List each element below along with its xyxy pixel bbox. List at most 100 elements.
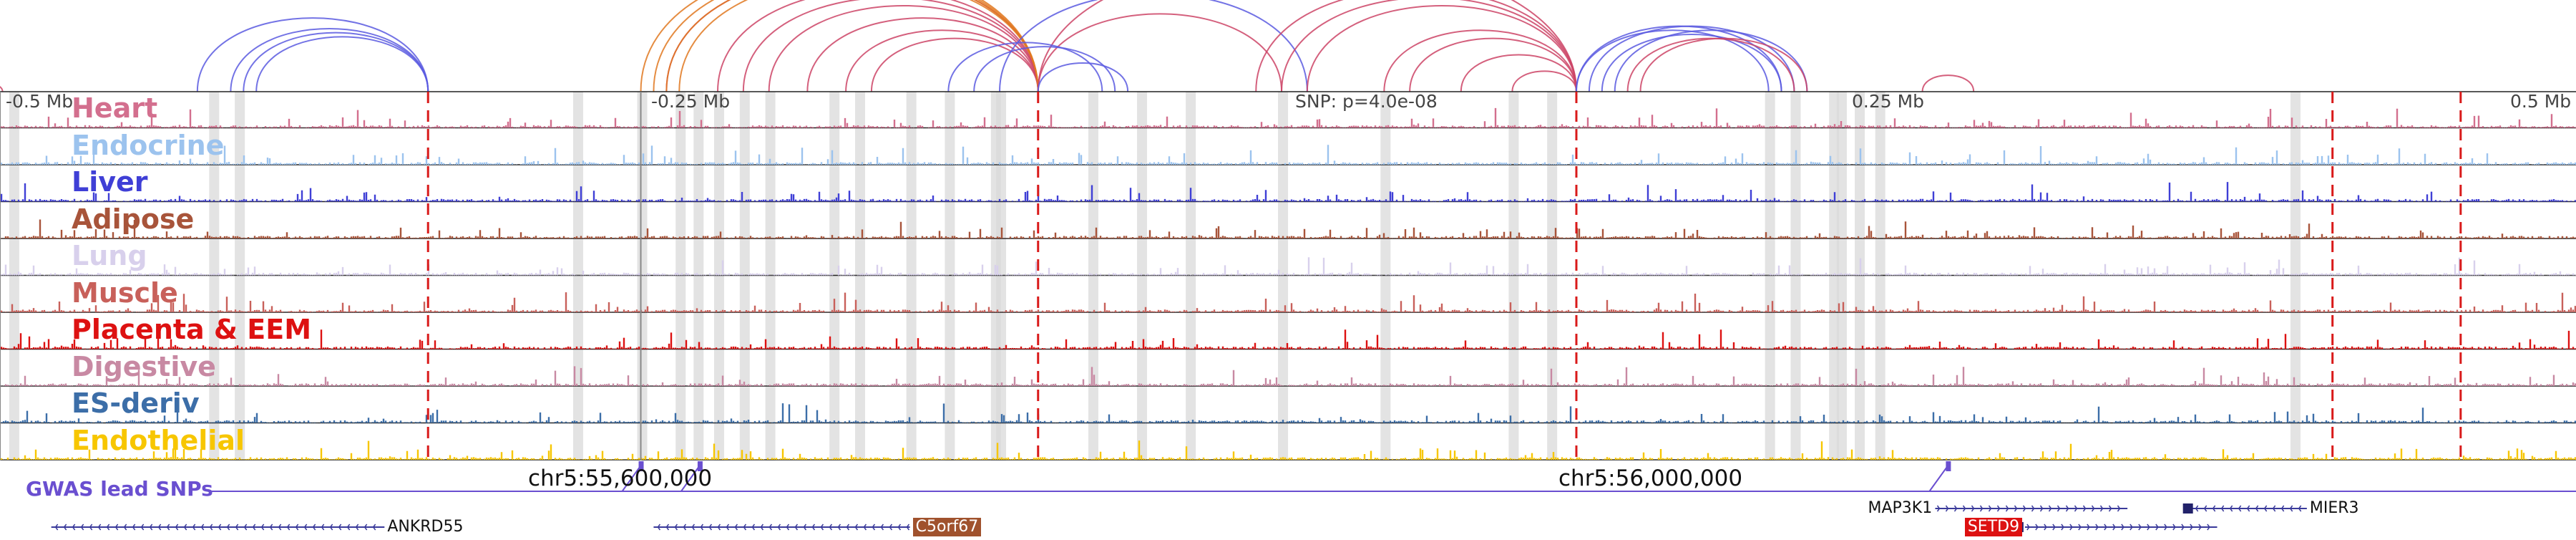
loop-arc-9 — [806, 17, 1039, 92]
shaded-bin-16 — [1088, 92, 1098, 461]
coord-label-minus-0-5mb: -0.5 Mb — [6, 91, 74, 112]
shaded-bin-24 — [1790, 92, 1801, 461]
loop-arc-29 — [1575, 29, 1770, 92]
gwas-snp-stem-0 — [680, 465, 701, 492]
loop-arc-36 — [1921, 74, 1975, 92]
loop-arc-19 — [973, 46, 1116, 92]
loop-arc-24 — [1306, 5, 1577, 92]
gene-strand-ANKRD55 — [54, 524, 376, 531]
loop-arc-32 — [1601, 33, 1782, 92]
track-label-endocrine: Endocrine — [72, 129, 225, 161]
shaded-bin-23 — [1765, 92, 1775, 461]
track-signal-3 — [0, 219, 2576, 238]
shaded-bin-9 — [765, 92, 776, 461]
loop-arc-27 — [1460, 54, 1577, 92]
loop-arc-10 — [845, 29, 1039, 92]
shaded-bin-25 — [1829, 92, 1840, 461]
track-label-digestive: Digestive — [72, 350, 216, 382]
loop-arc-6 — [716, 0, 1039, 92]
track-label-adipose: Adipose — [72, 203, 195, 235]
coord-label-plus-0-25mb: 0.25 Mb — [1852, 91, 1925, 112]
loop-arc-25 — [1383, 29, 1577, 92]
shaded-bin-12 — [906, 92, 917, 461]
loop-arc-31 — [1588, 25, 1795, 92]
shaded-bin-4 — [637, 92, 648, 461]
gene-exon-mier3 — [2182, 503, 2193, 514]
loop-arc-0 — [0, 86, 4, 92]
gwas-snp-marker-1 — [638, 461, 644, 471]
shaded-bin-10 — [829, 92, 840, 461]
shaded-bin-2 — [235, 92, 245, 461]
track-signal-4 — [0, 257, 2576, 276]
loop-arc-21 — [1037, 62, 1129, 92]
gene-label-setd9[interactable]: SETD9 — [1964, 518, 2023, 536]
shaded-bin-13 — [945, 92, 955, 461]
loop-arc-15 — [678, 0, 1039, 92]
track-signal-7 — [0, 366, 2576, 386]
loop-arc-7 — [742, 0, 1039, 92]
shaded-bin-28 — [1875, 92, 1885, 461]
chrom-coordinate-2: chr5:56,000,000 — [1558, 466, 1743, 491]
gene-strand-C5orf67 — [657, 524, 910, 531]
shaded-bin-5 — [675, 92, 686, 461]
shaded-bin-8 — [739, 92, 750, 461]
shaded-bin-22 — [1547, 92, 1558, 461]
loop-arc-33 — [1614, 29, 1808, 92]
shaded-bin-19 — [1278, 92, 1289, 461]
gene-label-ankrd55[interactable]: ANKRD55 — [387, 518, 464, 536]
shaded-bin-29 — [2290, 92, 2301, 461]
track-label-es-deriv: ES-deriv — [72, 387, 200, 419]
track-signal-6 — [0, 329, 2576, 349]
loop-arc-20 — [999, 0, 1308, 92]
track-signal-1 — [0, 145, 2576, 165]
shaded-bin-15 — [996, 92, 1007, 461]
gwas-snp-marker-2 — [1946, 461, 1951, 471]
chrom-coordinate-1: chr5:55,600,000 — [528, 466, 713, 491]
loop-arc-30 — [1575, 25, 1782, 92]
loop-arc-17 — [1037, 0, 1577, 92]
gene-strand-MIER3 — [2195, 505, 2302, 512]
shaded-bin-21 — [1508, 92, 1519, 461]
loop-arc-16 — [1037, 13, 1283, 92]
track-signal-8 — [0, 403, 2576, 423]
loop-arc-11 — [870, 37, 1039, 92]
gene-strand-SETD9 — [2026, 524, 2210, 531]
loop-arc-22 — [1255, 0, 1577, 92]
gwas-snp-stem-1 — [621, 465, 642, 492]
coord-label-plus-0-5mb: 0.5 Mb — [2510, 91, 2572, 112]
shaded-bin-7 — [713, 92, 724, 461]
gwas-snp-stem-2 — [1928, 465, 1949, 492]
shaded-bin-26 — [1836, 92, 1847, 461]
loop-arc-2 — [230, 28, 429, 92]
loop-arc-23 — [1281, 0, 1577, 92]
gene-label-map3k1[interactable]: MAP3K1 — [1868, 499, 1933, 517]
track-label-endothelial: Endothelial — [72, 424, 245, 456]
track-label-lung: Lung — [72, 240, 147, 271]
loop-arc-28 — [1511, 70, 1577, 92]
shaded-bin-20 — [1380, 92, 1391, 461]
shaded-bin-18 — [1186, 92, 1196, 461]
loop-arc-35 — [1639, 37, 1808, 92]
shaded-bin-27 — [1855, 92, 1865, 461]
shaded-bin-11 — [855, 92, 865, 461]
track-signal-9 — [0, 440, 2576, 460]
shaded-bin-17 — [1137, 92, 1148, 461]
track-label-heart: Heart — [72, 92, 158, 124]
gene-label-c5orf67[interactable]: C5orf67 — [912, 518, 982, 536]
track-label-muscle: Muscle — [72, 276, 178, 309]
track-label-liver: Liver — [72, 166, 148, 198]
gene-label-mier3[interactable]: MIER3 — [2309, 499, 2359, 517]
shaded-bin-6 — [693, 92, 704, 461]
gwas-track-label: GWAS lead SNPs — [26, 477, 213, 501]
gwas-snp-marker-0 — [697, 461, 703, 471]
shaded-bin-0 — [9, 92, 19, 461]
gene-strand-MAP3K1 — [1936, 505, 2121, 512]
coord-label-minus-0-25mb: -0.25 Mb — [651, 91, 731, 112]
track-label-placenta-eem: Placenta & EEM — [72, 314, 312, 345]
loop-arc-26 — [1409, 37, 1577, 92]
loop-arc-4 — [255, 36, 429, 92]
shaded-bin-3 — [572, 92, 583, 461]
shaded-bin-1 — [209, 92, 220, 461]
